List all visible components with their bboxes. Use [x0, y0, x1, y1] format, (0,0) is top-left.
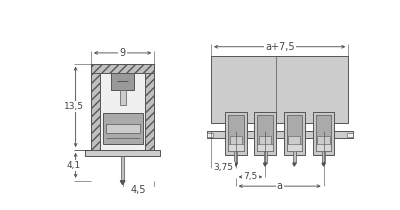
Bar: [257, 144, 273, 151]
Text: 4,5: 4,5: [131, 185, 146, 195]
Bar: [347, 133, 353, 137]
Bar: [234, 138, 237, 163]
Bar: [257, 115, 273, 151]
Polygon shape: [293, 163, 296, 166]
Bar: [91, 64, 154, 73]
Bar: [316, 115, 331, 151]
Text: a: a: [277, 181, 283, 191]
Bar: [293, 138, 296, 163]
Text: 7,5: 7,5: [243, 172, 258, 181]
Bar: [225, 112, 246, 155]
Bar: [91, 64, 154, 150]
Bar: [91, 64, 100, 150]
Bar: [111, 73, 134, 90]
Bar: [206, 131, 353, 138]
Bar: [316, 144, 331, 151]
Text: 9: 9: [120, 48, 126, 58]
Bar: [85, 150, 160, 156]
Bar: [211, 56, 348, 123]
Bar: [287, 144, 302, 151]
Bar: [228, 115, 244, 151]
Bar: [102, 113, 143, 144]
Bar: [259, 136, 271, 147]
Polygon shape: [234, 163, 237, 166]
Bar: [288, 136, 300, 147]
Text: 3,75: 3,75: [214, 163, 234, 172]
Polygon shape: [120, 181, 125, 185]
Text: a+7,5: a+7,5: [265, 42, 294, 52]
Text: 13,5: 13,5: [64, 102, 84, 111]
Bar: [120, 90, 126, 105]
Bar: [318, 136, 330, 147]
Bar: [100, 73, 145, 150]
Polygon shape: [322, 163, 325, 166]
Bar: [206, 133, 213, 137]
Bar: [254, 112, 276, 155]
Polygon shape: [264, 163, 267, 166]
Bar: [228, 144, 244, 151]
Bar: [230, 136, 242, 147]
Bar: [287, 115, 302, 151]
Bar: [145, 64, 154, 150]
Bar: [121, 156, 124, 181]
Bar: [313, 112, 334, 155]
Bar: [322, 138, 325, 163]
Bar: [106, 124, 140, 133]
Bar: [284, 112, 305, 155]
Text: 4,1: 4,1: [67, 161, 81, 170]
Bar: [264, 138, 266, 163]
